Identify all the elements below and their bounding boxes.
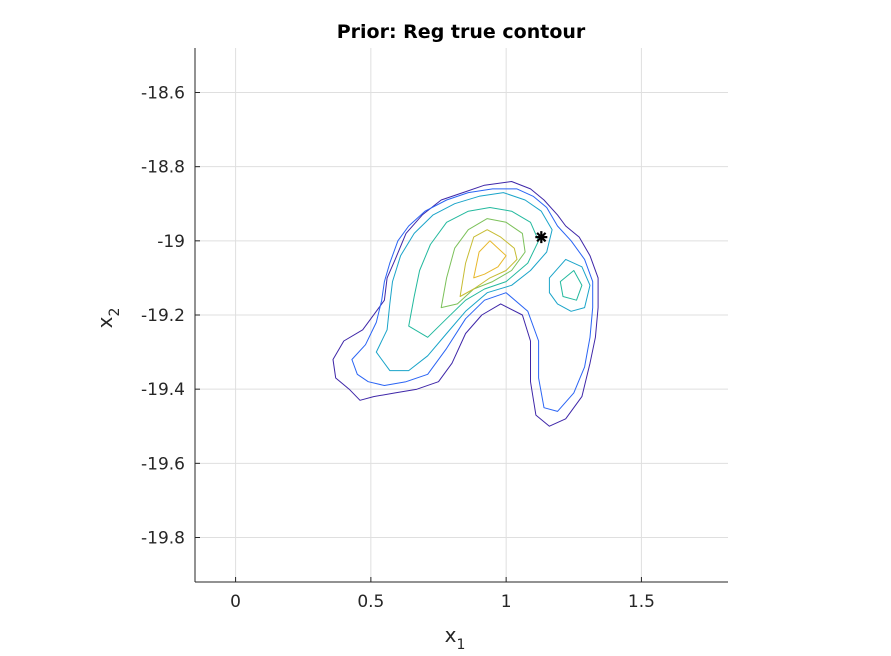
contour-level-4-line-8: [559, 270, 583, 301]
chart-title: Prior: Reg true contour: [337, 21, 586, 43]
grid-lines: [195, 48, 728, 582]
y-tick-label-2: -19.4: [141, 380, 185, 400]
x-tick-label-3: 1.5: [628, 592, 655, 612]
y-tick-label-4: -19: [157, 232, 185, 252]
x-tick-labels: 0 0.5 1 1.5: [230, 592, 655, 612]
y-axis-label-main: x: [93, 316, 117, 328]
x-axis-label-main: x: [445, 623, 457, 647]
x-axis-label-subscript: 1: [456, 637, 465, 653]
contour-level-7-line-6: [473, 240, 507, 279]
contour-level-3-line-2: [375, 192, 553, 372]
y-axis-label-subscript: 2: [107, 308, 123, 317]
y-tick-label-1: -19.6: [141, 454, 185, 474]
marker-stroke-3: [536, 232, 547, 243]
y-tick-label-3: -19.2: [141, 306, 185, 326]
x-tick-label-0: 0: [230, 592, 241, 612]
y-tick-labels: -19.8 -19.6 -19.4 -19.2 -19 -18.8 -18.6: [141, 84, 185, 549]
y-axis-label: x2: [93, 308, 123, 329]
contour-level-2-line-1: [351, 188, 594, 412]
contour-level-4-line-3: [408, 207, 540, 338]
y-tick-label-5: -18.8: [141, 158, 185, 178]
contour-level-6-line-5: [459, 229, 518, 297]
optimum-marker: [535, 231, 548, 244]
x-axis-label: x1: [445, 623, 466, 653]
axes: [194, 48, 728, 583]
x-tick-label-2: 1: [501, 592, 512, 612]
contour-level-1-line-0: [332, 181, 599, 427]
y-tick-label-6: -18.6: [141, 84, 185, 104]
y-tick-label-0: -19.8: [141, 529, 185, 549]
x-tick-label-1: 0.5: [357, 592, 384, 612]
contour-level-3-line-7: [548, 258, 591, 312]
contour-lines: [332, 181, 599, 427]
